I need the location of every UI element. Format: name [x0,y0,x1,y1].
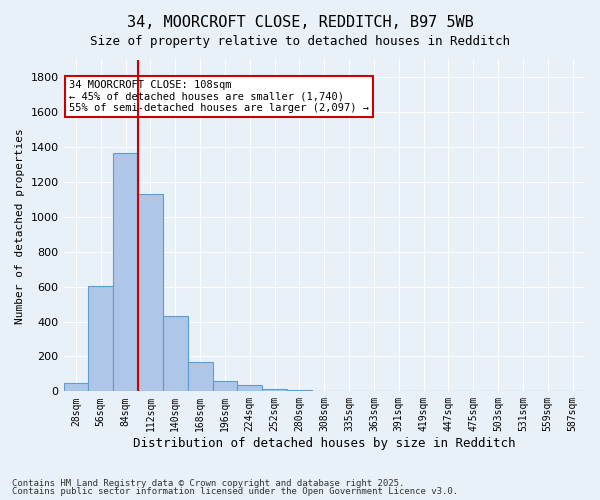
Text: Contains public sector information licensed under the Open Government Licence v3: Contains public sector information licen… [12,487,458,496]
Bar [113,154,138,392]
Bar [287,390,312,392]
Text: Size of property relative to detached houses in Redditch: Size of property relative to detached ho… [90,35,510,48]
Bar [188,362,212,392]
Bar [88,286,113,392]
Text: 34 MOORCROFT CLOSE: 108sqm
← 45% of detached houses are smaller (1,740)
55% of s: 34 MOORCROFT CLOSE: 108sqm ← 45% of deta… [69,80,369,113]
Bar [64,382,88,392]
Text: Contains HM Land Registry data © Crown copyright and database right 2025.: Contains HM Land Registry data © Crown c… [12,478,404,488]
Y-axis label: Number of detached properties: Number of detached properties [15,128,25,324]
Text: 34, MOORCROFT CLOSE, REDDITCH, B97 5WB: 34, MOORCROFT CLOSE, REDDITCH, B97 5WB [127,15,473,30]
Bar [238,385,262,392]
Bar [212,381,238,392]
Bar [163,316,188,392]
Bar [138,194,163,392]
Bar [262,388,287,392]
X-axis label: Distribution of detached houses by size in Redditch: Distribution of detached houses by size … [133,437,515,450]
